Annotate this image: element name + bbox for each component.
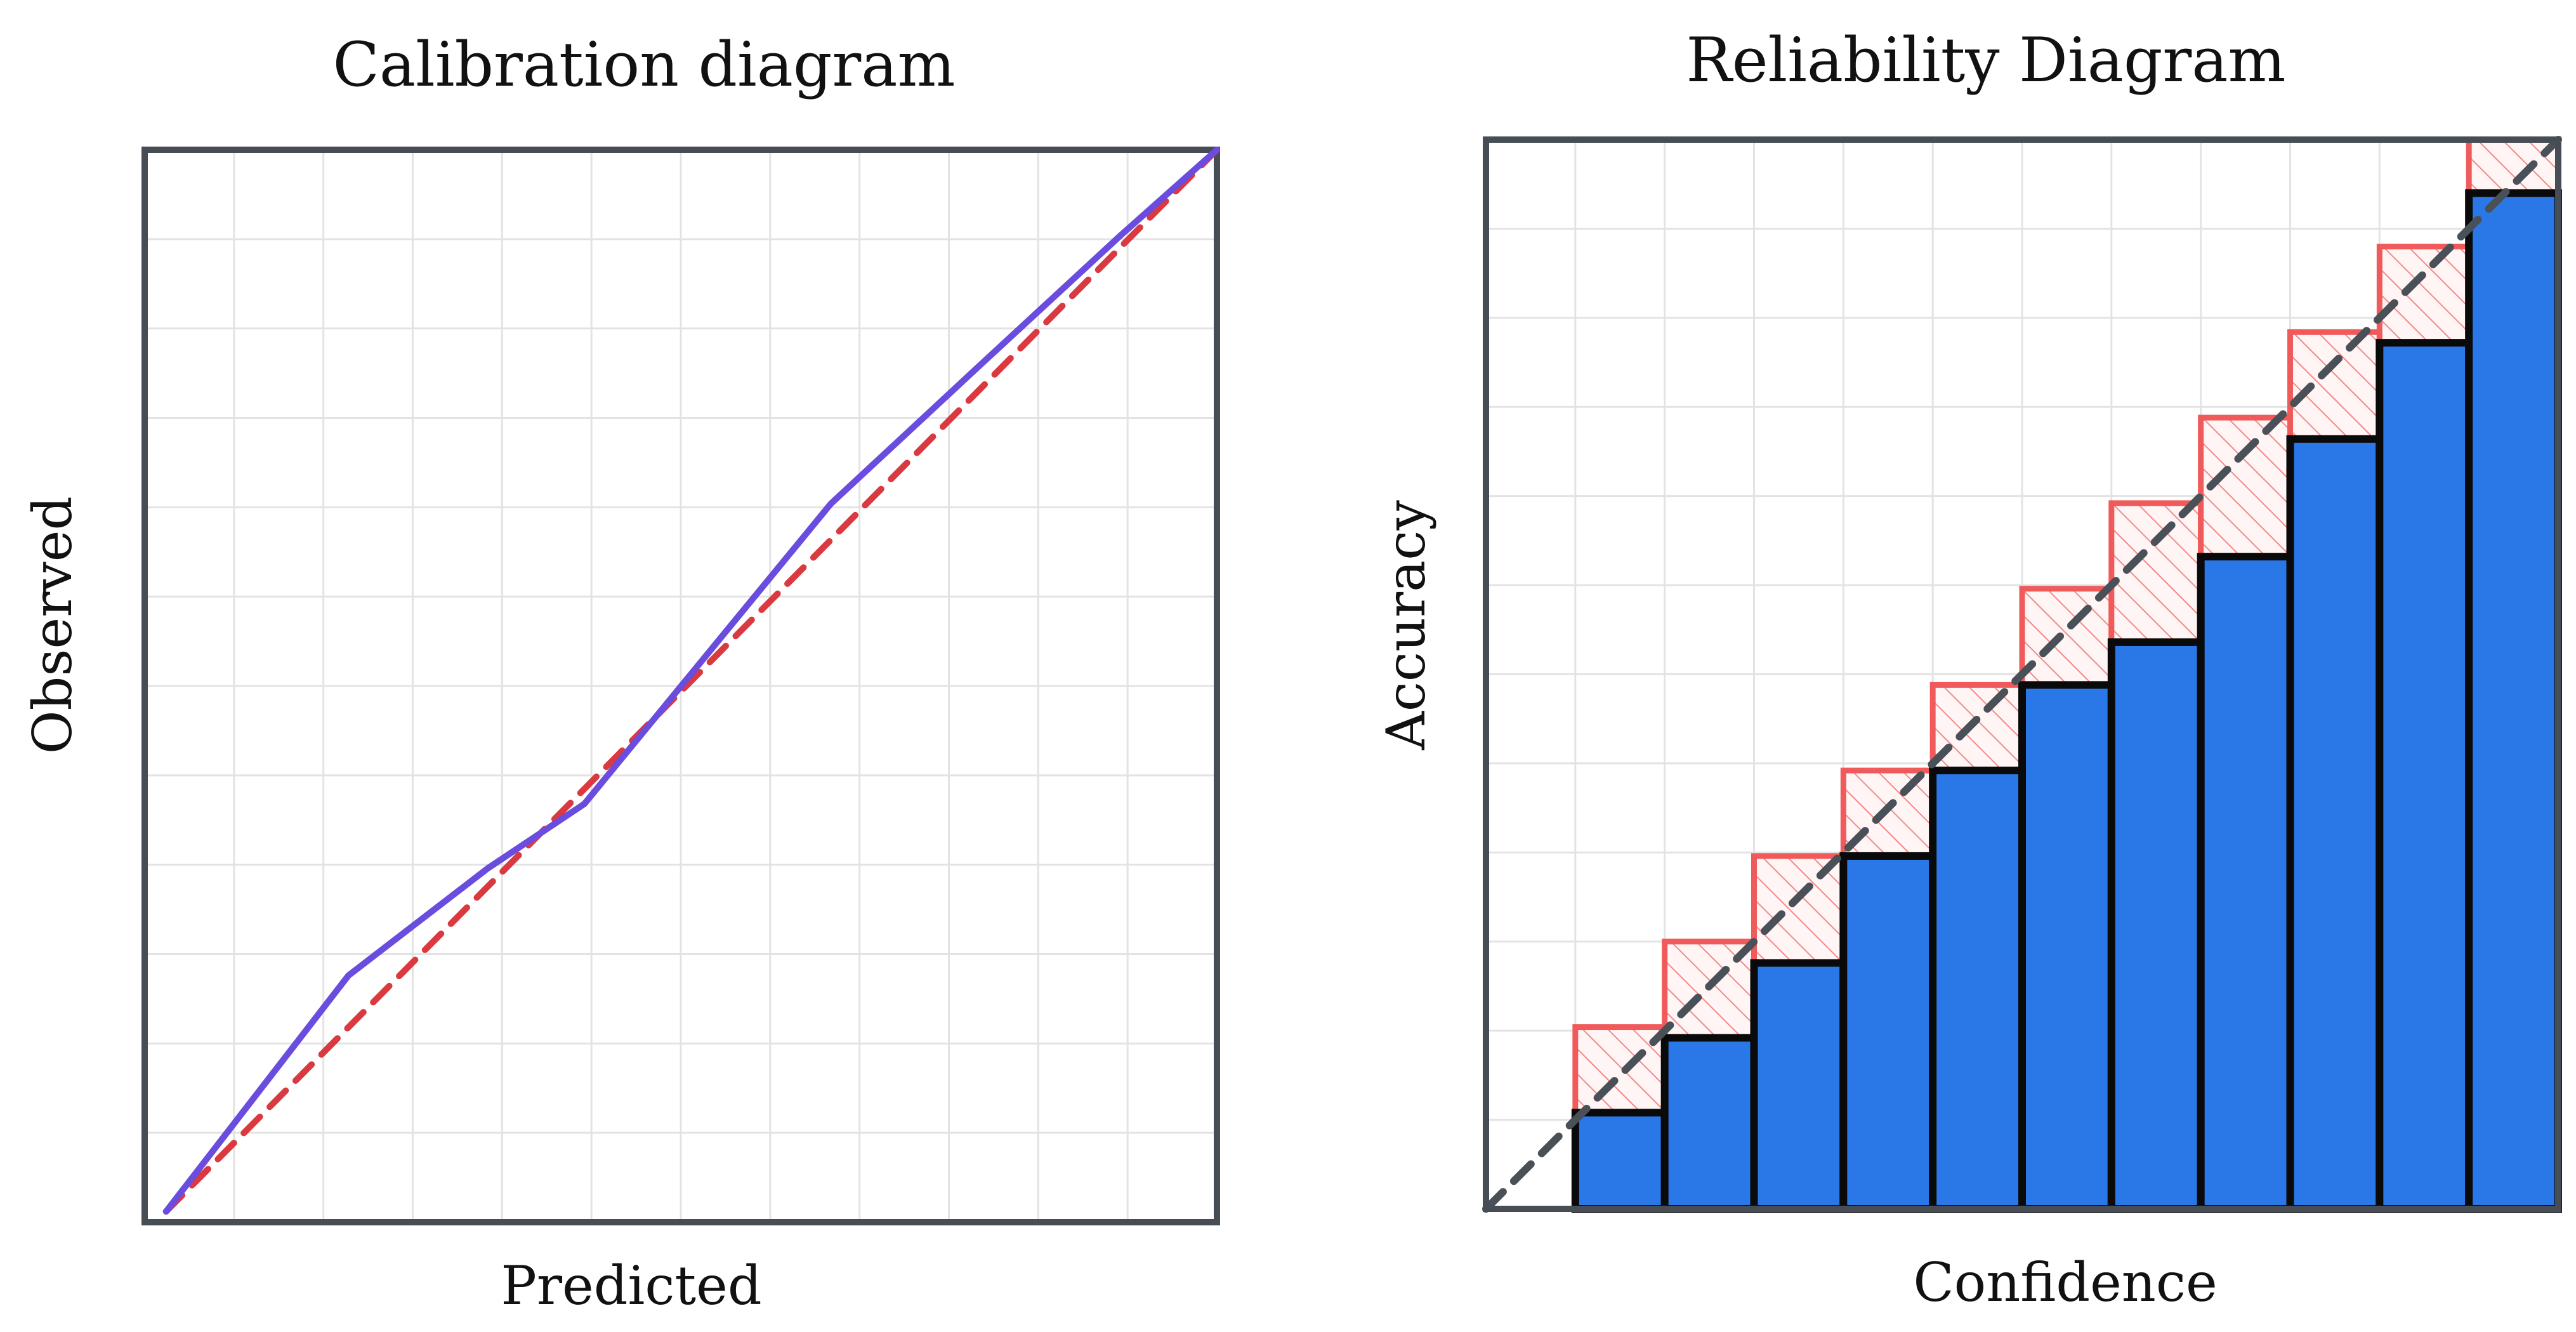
accuracy-bar xyxy=(2107,638,2205,1213)
reliability-ylabel: Accuracy xyxy=(1375,500,1437,751)
reliability-plot-frame xyxy=(1483,136,2561,1212)
accuracy-bar xyxy=(2465,189,2563,1213)
calibration-xlabel: Predicted xyxy=(501,1255,761,1317)
reliability-chart: Reliability Diagram Confidence Accuracy xyxy=(1375,25,2563,1314)
calibration-grid xyxy=(145,150,1217,1222)
calibration-model-line xyxy=(162,147,1220,1215)
reliability-perfect-line xyxy=(1482,136,2562,1213)
gap-bar xyxy=(2287,329,2382,442)
calibration-title: Calibration diagram xyxy=(332,29,955,100)
calibration-ylabel: Observed xyxy=(22,496,84,755)
reliability-gap-bars xyxy=(1572,136,2561,1116)
accuracy-bar xyxy=(1929,767,2027,1213)
calibration-perfect-line xyxy=(162,147,1220,1215)
gap-bar xyxy=(1751,853,1846,966)
gap-bar xyxy=(1929,682,2025,774)
calibration-chart: Calibration diagram Predicted Observed xyxy=(22,29,1220,1317)
accuracy-bar xyxy=(1750,959,1848,1213)
accuracy-bar xyxy=(1839,852,1937,1213)
gap-bar xyxy=(2019,586,2115,688)
accuracy-bar xyxy=(2286,435,2384,1213)
accuracy-bar xyxy=(2018,681,2115,1213)
accuracy-bar xyxy=(2376,339,2473,1213)
calibration-plot-frame xyxy=(141,147,1220,1225)
gap-bar xyxy=(1572,1024,1668,1116)
reliability-title: Reliability Diagram xyxy=(1686,25,2285,96)
gap-bar xyxy=(2376,244,2472,346)
accuracy-bar xyxy=(2197,553,2294,1213)
accuracy-bar xyxy=(1571,1109,1669,1213)
reliability-accuracy-bars xyxy=(1571,189,2563,1213)
reliability-xlabel: Confidence xyxy=(1913,1251,2217,1314)
accuracy-bar xyxy=(1660,1034,1758,1213)
